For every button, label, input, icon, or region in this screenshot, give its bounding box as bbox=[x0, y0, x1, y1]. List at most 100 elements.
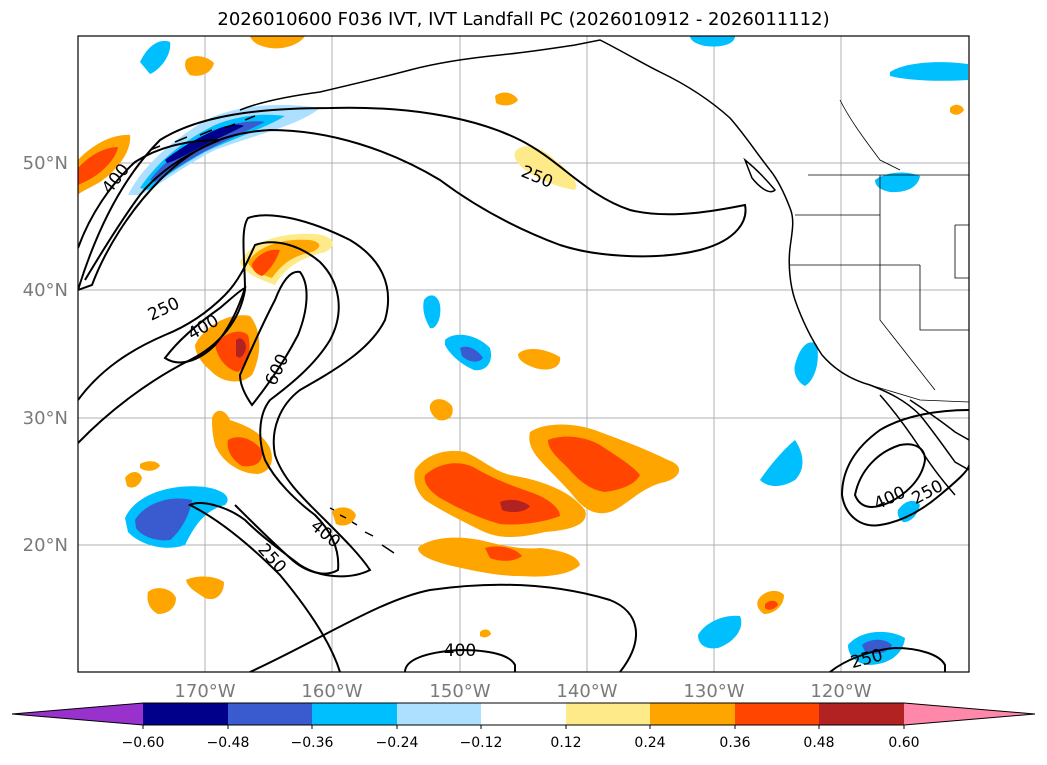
positive-pc-regions bbox=[78, 36, 964, 638]
colorbar-tick-label: −0.24 bbox=[376, 735, 419, 751]
map-title: 2026010600 F036 IVT, IVT Landfall PC (20… bbox=[217, 9, 830, 30]
neg-region-california-coast bbox=[794, 342, 818, 386]
contour-400-south bbox=[249, 583, 637, 672]
alaska-canada-border bbox=[839, 99, 901, 171]
neg-region-north-edge bbox=[690, 36, 735, 47]
neg-region-gulf-alaska-max bbox=[165, 124, 244, 163]
longitude-labels: 170°W 160°W 150°W 140°W 130°W 120°W bbox=[174, 681, 871, 702]
pos-region-north-central-2 bbox=[514, 146, 577, 190]
lat-label-50n: 50°N bbox=[23, 153, 68, 174]
contour-label-400-bottom: 400 bbox=[444, 641, 476, 661]
contour-250-north bbox=[78, 106, 747, 292]
british-columbia-coast bbox=[769, 169, 794, 249]
colorbar-tick-label: −0.48 bbox=[207, 735, 250, 751]
colorbar-tick-label: 0.36 bbox=[719, 735, 750, 751]
colorbar-segment bbox=[819, 703, 904, 725]
colorbar-extend-max bbox=[904, 703, 1035, 725]
colorbar-segment bbox=[566, 703, 650, 725]
colorbar-tick-label: −0.36 bbox=[291, 735, 334, 751]
contour-600-west bbox=[238, 270, 308, 407]
colorbar-segment bbox=[143, 703, 228, 725]
lat-label-40n: 40°N bbox=[23, 280, 68, 301]
lat-label-30n: 30°N bbox=[23, 408, 68, 429]
pos-region-north-central-1 bbox=[495, 92, 518, 106]
colorbar-extend-min bbox=[12, 703, 143, 725]
utah-border bbox=[919, 265, 969, 331]
contour-400-west bbox=[78, 241, 340, 575]
colorbar-tick-label: 0.12 bbox=[550, 735, 581, 751]
neg-region-canada-east bbox=[890, 62, 968, 81]
neg-region-baja bbox=[897, 500, 920, 523]
pos-region-west-central-max bbox=[236, 338, 246, 358]
negative-pc-regions bbox=[125, 36, 968, 665]
pos-region-central-small-1 bbox=[429, 399, 453, 421]
gulf-of-california bbox=[909, 399, 969, 441]
colorbar-segment bbox=[481, 703, 566, 725]
aleutian-islands bbox=[149, 115, 256, 151]
pos-region-subtropical-arm-max bbox=[252, 249, 280, 276]
pos-region-west-small-3 bbox=[125, 472, 142, 488]
lon-label-160w: 160°W bbox=[301, 681, 362, 702]
colorbar-segment bbox=[397, 703, 481, 725]
contour-250-west bbox=[78, 214, 390, 672]
interior-border-1 bbox=[954, 224, 969, 279]
pos-region-west-small-1 bbox=[147, 588, 176, 614]
us-west-coast bbox=[788, 247, 969, 471]
neg-region-northeast-pacific bbox=[875, 172, 920, 193]
colorbar-tick-label: −0.12 bbox=[460, 735, 503, 751]
contour-400-east bbox=[853, 443, 927, 508]
neg-region-gulf-alaska-strong bbox=[150, 121, 265, 182]
pos-region-north-small bbox=[185, 56, 214, 76]
pos-region-small-south bbox=[480, 629, 491, 638]
contour-400-bottom bbox=[404, 648, 516, 672]
nevada-california-border bbox=[879, 265, 936, 391]
lon-label-120w: 120°W bbox=[810, 681, 871, 702]
contour-250-southeast bbox=[829, 646, 946, 672]
neg-region-gulf-alaska-core bbox=[140, 114, 285, 190]
pos-region-north-edge bbox=[250, 36, 305, 49]
pos-region-central-small-2 bbox=[518, 348, 561, 370]
neg-region-north-small bbox=[140, 40, 171, 74]
colorbar-ticks bbox=[142, 725, 905, 729]
contour-400-north bbox=[78, 139, 221, 281]
lon-label-130w: 130°W bbox=[683, 681, 744, 702]
colorbar-tick-label: −0.60 bbox=[122, 735, 165, 751]
colorbar: −0.60 −0.48 −0.36 −0.24 −0.12 0.12 0.24 … bbox=[11, 702, 1036, 751]
pos-region-west-south-core bbox=[227, 437, 263, 467]
pos-region-aleutian-west-core bbox=[78, 147, 118, 185]
colorbar-tick-label: 0.24 bbox=[634, 735, 665, 751]
hawaiian-islands bbox=[329, 507, 395, 554]
colorbar-segment bbox=[735, 703, 819, 725]
colorbar-segment bbox=[312, 703, 397, 725]
lon-label-170w: 170°W bbox=[174, 681, 235, 702]
contour-250-east bbox=[840, 409, 969, 527]
pos-region-west-small-4 bbox=[140, 461, 160, 471]
us-mexico-border bbox=[869, 384, 969, 403]
colorbar-tick-label: 0.48 bbox=[803, 735, 834, 751]
lat-label-20n: 20°N bbox=[23, 535, 68, 556]
contour-400-west-loop bbox=[163, 286, 247, 364]
coastlines bbox=[149, 39, 969, 554]
neg-region-subtropical-west-core bbox=[135, 498, 192, 541]
pos-region-east-central-core bbox=[548, 436, 640, 492]
political-borders bbox=[790, 99, 969, 403]
pos-region-east-tiny bbox=[950, 104, 964, 115]
neg-region-offshore-socal bbox=[760, 440, 803, 486]
neg-region-gulf-alaska bbox=[128, 105, 320, 195]
latitude-labels: 50°N 40°N 30°N 20°N bbox=[23, 153, 68, 556]
alaska-peninsula-coast bbox=[239, 39, 771, 171]
colorbar-segment bbox=[228, 703, 312, 725]
pos-region-east-small-1-core bbox=[765, 600, 778, 610]
colorbar-segment bbox=[650, 703, 735, 725]
colorbar-tick-label: 0.60 bbox=[888, 735, 919, 751]
vancouver-island bbox=[743, 157, 777, 193]
pos-region-central-south-core bbox=[485, 546, 522, 561]
lon-label-140w: 140°W bbox=[556, 681, 617, 702]
map-frame bbox=[77, 35, 970, 673]
ivt-contours bbox=[78, 106, 969, 672]
neg-region-central-small-core bbox=[460, 346, 483, 362]
pos-region-central-band-max bbox=[500, 499, 530, 513]
pos-region-west-small-2 bbox=[186, 576, 224, 600]
neg-region-southwest-1 bbox=[698, 615, 742, 649]
